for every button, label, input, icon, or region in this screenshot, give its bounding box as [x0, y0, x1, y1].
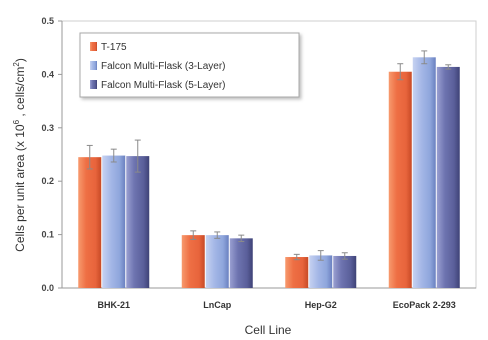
bar-series [78, 50, 460, 289]
y-tick-label: 0.0 [41, 283, 54, 293]
bar [126, 156, 150, 288]
legend-label: Falcon Multi-Flask (5-Layer) [101, 80, 225, 91]
bar [229, 238, 253, 288]
y-axis-label: Cells per unit area (x 106 , cells/cm2) [12, 58, 27, 252]
x-axis-label: Cell Line [245, 323, 292, 337]
bar [309, 255, 333, 288]
legend-swatch [90, 80, 97, 89]
y-tick-label: 0.1 [41, 230, 54, 240]
legend-swatch [90, 61, 97, 70]
x-tick-label: Hep-G2 [305, 300, 337, 310]
x-tick-label: BHK-21 [97, 300, 130, 310]
y-tick-label: 0.4 [41, 69, 54, 79]
bar [285, 257, 309, 288]
bar [181, 235, 205, 288]
legend-label: Falcon Multi-Flask (3-Layer) [101, 61, 225, 72]
bar [78, 157, 102, 288]
legend: T-175 Falcon Multi-Flask (3-Layer) Falcon … [79, 32, 300, 98]
legend-box [79, 32, 300, 98]
y-tick-label: 0.5 [41, 16, 54, 26]
y-axis-ticks: 0.0 0.1 0.2 0.3 0.4 0.5 [41, 16, 62, 293]
x-tick-label: LnCap [203, 300, 232, 310]
x-tick-label: EcoPack 2-293 [393, 300, 456, 310]
bar [205, 235, 229, 288]
bar [333, 255, 357, 288]
legend-label: T-175 [101, 42, 127, 53]
bar [412, 57, 436, 289]
y-tick-label: 0.2 [41, 176, 54, 186]
bar [436, 66, 460, 288]
x-axis-ticks: BHK-21 LnCap Hep-G2 EcoPack 2-293 [97, 300, 455, 310]
bar [388, 71, 412, 288]
bar [102, 155, 126, 288]
y-tick-label: 0.3 [41, 123, 54, 133]
legend-swatch [90, 42, 97, 51]
